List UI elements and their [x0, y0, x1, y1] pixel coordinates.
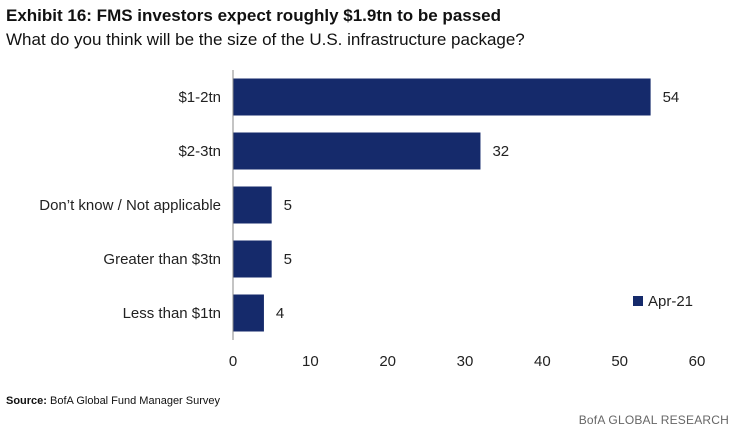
x-tick-label: 0 [229, 353, 237, 370]
category-label: Less than $1tn [123, 305, 221, 322]
x-tick-label: 10 [302, 353, 319, 370]
x-tick-label: 50 [611, 353, 628, 370]
category-label: $1-2tn [178, 89, 221, 106]
data-label: 5 [284, 197, 292, 214]
legend-swatch [633, 296, 643, 306]
x-tick-label: 40 [534, 353, 551, 370]
data-label: 4 [276, 305, 284, 322]
legend-label: Apr-21 [648, 293, 693, 310]
bar [233, 132, 481, 170]
bar [233, 78, 651, 116]
data-label: 54 [663, 89, 680, 106]
bar [233, 186, 272, 224]
x-tick-label: 60 [689, 353, 706, 370]
data-label: 5 [284, 251, 292, 268]
category-label: $2-3tn [178, 143, 221, 160]
bar [233, 294, 264, 332]
chart-title: Exhibit 16: FMS investors expect roughly… [6, 6, 502, 25]
category-label: Don’t know / Not applicable [39, 197, 221, 214]
x-tick-label: 30 [457, 353, 474, 370]
brand-label: BofA GLOBAL RESEARCH [578, 413, 729, 427]
x-tick-label: 20 [379, 353, 396, 370]
source-label: Source: [6, 395, 47, 407]
chart-subtitle: What do you think will be the size of th… [6, 30, 525, 49]
category-label: Greater than $3tn [103, 251, 221, 268]
source-text: BofA Global Fund Manager Survey [50, 395, 221, 407]
bar [233, 240, 272, 278]
source-note: Source: BofA Global Fund Manager Survey [6, 395, 220, 407]
data-label: 32 [492, 143, 509, 160]
